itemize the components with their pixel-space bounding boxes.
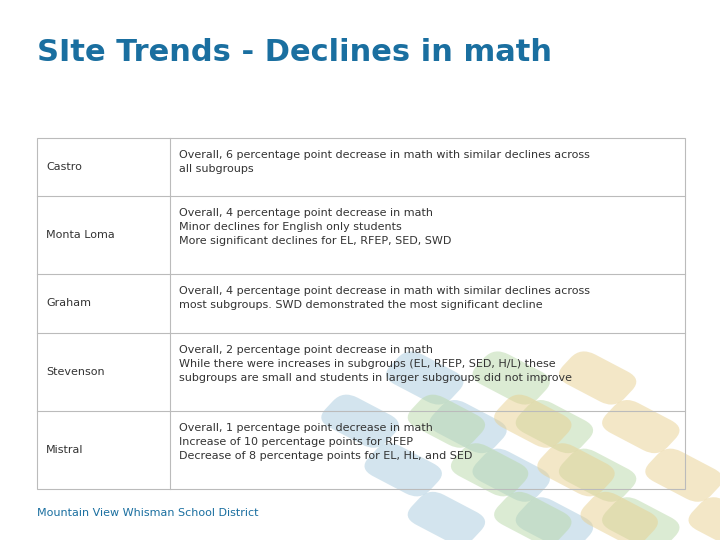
- FancyBboxPatch shape: [408, 395, 485, 448]
- Text: Overall, 4 percentage point decrease in math
Minor declines for English only stu: Overall, 4 percentage point decrease in …: [179, 208, 451, 246]
- Text: Overall, 6 percentage point decrease in math with similar declines across
all su: Overall, 6 percentage point decrease in …: [179, 150, 590, 173]
- Text: Stevenson: Stevenson: [46, 367, 104, 377]
- Text: Mistral: Mistral: [46, 445, 84, 455]
- Bar: [37, 138, 685, 489]
- FancyBboxPatch shape: [688, 497, 720, 540]
- FancyBboxPatch shape: [472, 352, 550, 404]
- FancyBboxPatch shape: [494, 492, 572, 540]
- FancyBboxPatch shape: [321, 395, 399, 448]
- Text: SIte Trends - Declines in math: SIte Trends - Declines in math: [37, 38, 552, 67]
- Text: Graham: Graham: [46, 299, 91, 308]
- FancyBboxPatch shape: [602, 400, 680, 453]
- Text: Castro: Castro: [46, 162, 82, 172]
- FancyBboxPatch shape: [364, 443, 442, 496]
- FancyBboxPatch shape: [386, 352, 464, 404]
- FancyBboxPatch shape: [472, 449, 550, 502]
- FancyBboxPatch shape: [559, 352, 636, 404]
- FancyBboxPatch shape: [580, 492, 658, 540]
- Text: Mountain View Whisman School District: Mountain View Whisman School District: [37, 508, 259, 518]
- Text: Overall, 1 percentage point decrease in math
Increase of 10 percentage points fo: Overall, 1 percentage point decrease in …: [179, 423, 472, 461]
- FancyBboxPatch shape: [559, 449, 636, 502]
- FancyBboxPatch shape: [451, 443, 528, 496]
- FancyBboxPatch shape: [516, 497, 593, 540]
- Text: Overall, 4 percentage point decrease in math with similar declines across
most s: Overall, 4 percentage point decrease in …: [179, 286, 590, 310]
- FancyBboxPatch shape: [408, 492, 485, 540]
- FancyBboxPatch shape: [537, 443, 615, 496]
- FancyBboxPatch shape: [429, 400, 507, 453]
- Text: Monta Loma: Monta Loma: [46, 230, 114, 240]
- FancyBboxPatch shape: [494, 395, 572, 448]
- Text: Overall, 2 percentage point decrease in math
While there were increases in subgr: Overall, 2 percentage point decrease in …: [179, 345, 572, 382]
- FancyBboxPatch shape: [602, 497, 680, 540]
- FancyBboxPatch shape: [645, 449, 720, 502]
- FancyBboxPatch shape: [516, 400, 593, 453]
